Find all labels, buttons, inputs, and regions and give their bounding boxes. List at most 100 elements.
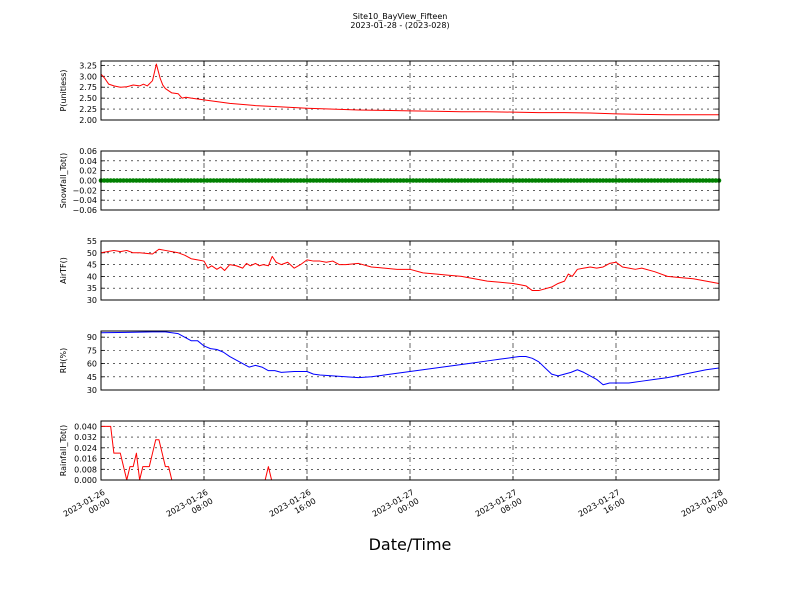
y-tick-label: 50 bbox=[87, 249, 97, 258]
data-point bbox=[504, 178, 509, 183]
data-point bbox=[459, 178, 464, 183]
data-point bbox=[623, 178, 628, 183]
data-point bbox=[343, 178, 348, 183]
data-point bbox=[639, 178, 645, 183]
data-point bbox=[620, 178, 625, 183]
y-tick-label: 2.50 bbox=[79, 94, 97, 103]
data-point bbox=[539, 178, 545, 183]
data-point bbox=[105, 178, 110, 183]
data-point bbox=[204, 178, 210, 183]
data-point bbox=[233, 178, 239, 183]
data-point bbox=[591, 178, 596, 183]
plot-frame bbox=[100, 330, 720, 391]
y-axis-label: Rainfall_Tot() bbox=[59, 425, 68, 477]
data-point bbox=[665, 178, 670, 183]
x-tick-label: 2023-01-2800:00 bbox=[680, 488, 730, 528]
y-tick-label: 0.040 bbox=[74, 422, 97, 431]
data-point bbox=[269, 178, 274, 183]
data-point bbox=[375, 178, 381, 183]
plot-frame bbox=[100, 60, 720, 121]
data-point bbox=[249, 178, 255, 183]
data-point bbox=[278, 178, 284, 183]
data-point bbox=[256, 178, 262, 183]
data-point bbox=[526, 178, 532, 183]
data-point bbox=[259, 178, 265, 183]
data-point bbox=[629, 178, 635, 183]
data-point bbox=[414, 178, 419, 183]
data-point bbox=[240, 178, 245, 183]
data-point bbox=[443, 178, 448, 183]
x-tick-label: 2023-01-2608:00 bbox=[165, 488, 215, 528]
data-point bbox=[134, 178, 139, 183]
data-point bbox=[282, 178, 287, 183]
data-point bbox=[491, 178, 496, 183]
y-tick-label: −0.04 bbox=[72, 196, 97, 205]
data-point bbox=[684, 178, 690, 183]
data-point bbox=[349, 178, 355, 183]
y-tick-label: 0.02 bbox=[79, 167, 97, 176]
data-point bbox=[301, 178, 307, 183]
data-point bbox=[169, 178, 175, 183]
data-point bbox=[494, 178, 500, 183]
data-point bbox=[311, 178, 316, 183]
data-point bbox=[356, 178, 361, 183]
x-tick-label: 2023-01-2708:00 bbox=[474, 488, 524, 528]
data-point bbox=[501, 178, 506, 183]
data-point bbox=[536, 178, 542, 183]
data-point bbox=[636, 178, 641, 183]
data-point bbox=[565, 178, 571, 183]
data-point bbox=[295, 178, 300, 183]
data-point bbox=[584, 178, 590, 183]
data-point bbox=[546, 178, 551, 183]
data-point bbox=[427, 178, 432, 183]
data-point bbox=[124, 178, 130, 183]
data-point bbox=[182, 178, 187, 183]
data-point bbox=[703, 178, 709, 183]
data-point bbox=[430, 178, 435, 183]
data-point bbox=[394, 178, 400, 183]
plot-frame bbox=[100, 240, 720, 301]
data-point bbox=[140, 178, 146, 183]
data-point bbox=[330, 178, 336, 183]
series-line bbox=[100, 248, 720, 292]
panel-1: 3.25 3.00 2.75 2.50 2.25 2.00 P(unitless) bbox=[59, 60, 720, 125]
y-axis-label: Snowfall_Tot() bbox=[59, 153, 68, 209]
y-tick-label: 3.00 bbox=[79, 72, 97, 81]
data-point bbox=[642, 178, 648, 183]
data-point bbox=[163, 178, 168, 183]
data-point bbox=[542, 178, 548, 183]
data-point bbox=[385, 178, 390, 183]
data-point bbox=[616, 178, 622, 183]
chart-subtitle: 2023-01-28 - (2023-028) bbox=[350, 21, 449, 30]
y-tick-label: 2.25 bbox=[79, 105, 97, 114]
x-tick-label: 2023-01-2716:00 bbox=[577, 488, 627, 528]
data-point bbox=[327, 178, 332, 183]
data-point bbox=[613, 178, 619, 183]
data-point bbox=[658, 178, 664, 183]
data-point bbox=[333, 178, 339, 183]
data-point bbox=[401, 178, 406, 183]
data-point bbox=[275, 178, 281, 183]
data-point bbox=[253, 178, 258, 183]
y-tick-label: 0.008 bbox=[74, 465, 97, 474]
data-point bbox=[243, 178, 249, 183]
data-point bbox=[398, 178, 403, 183]
data-point bbox=[462, 178, 468, 183]
data-point bbox=[159, 178, 165, 183]
data-point bbox=[179, 178, 184, 183]
data-point bbox=[568, 178, 574, 183]
x-tick-label: 2023-01-2616:00 bbox=[268, 488, 318, 528]
data-point bbox=[372, 178, 377, 183]
data-point bbox=[166, 178, 171, 183]
y-tick-label: 60 bbox=[87, 360, 97, 369]
data-point bbox=[481, 178, 487, 183]
data-point bbox=[175, 178, 181, 183]
data-point bbox=[198, 178, 204, 183]
data-point bbox=[510, 178, 516, 183]
data-point bbox=[488, 178, 493, 183]
data-point bbox=[320, 178, 326, 183]
data-point bbox=[472, 178, 477, 183]
data-point bbox=[118, 178, 123, 183]
data-point bbox=[146, 178, 152, 183]
data-point bbox=[581, 178, 587, 183]
